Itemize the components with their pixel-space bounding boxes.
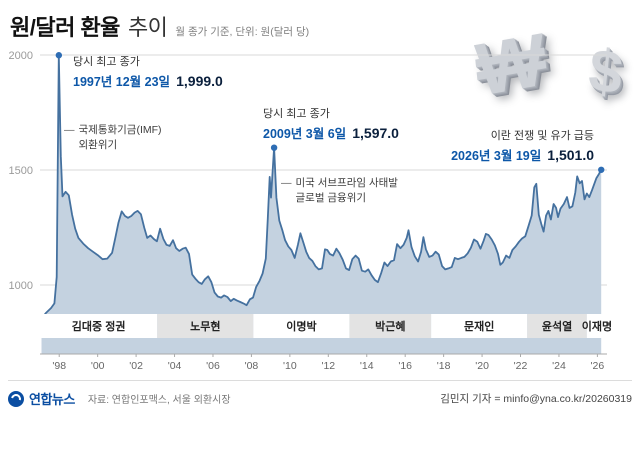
x-axis-label: '02 xyxy=(129,360,143,372)
admin-band xyxy=(527,314,587,338)
page-title-suffix: 추이 xyxy=(127,15,168,40)
x-axis-label: '10 xyxy=(283,360,297,372)
annotation-date: 1997년 12월 23일 xyxy=(73,74,171,89)
page-title: 원/달러 환율 xyxy=(10,15,120,40)
footer-left: 연합뉴스 자료: 연합인포맥스, 서울 외환시장 xyxy=(8,389,231,408)
admin-band xyxy=(586,314,607,338)
annotation-date: 2009년 3월 6일 xyxy=(263,126,347,141)
source-text: 자료: 연합인포맥스, 서울 외환시장 xyxy=(87,395,231,406)
admin-band-label: 노무현 xyxy=(190,319,220,333)
marker-dot xyxy=(598,166,605,173)
x-axis-label: '12 xyxy=(321,360,335,372)
note-line2: 외환위기 xyxy=(78,138,118,151)
annotation-2009-peak: 당시 최고 종가 2009년 3월 6일 1,597.0 xyxy=(263,107,399,143)
admin-band-label: 윤석열 xyxy=(542,319,572,333)
admin-band xyxy=(431,314,528,338)
note-line1: 미국 서브프라임 사태발 xyxy=(295,177,398,189)
x-axis-label: '24 xyxy=(552,360,566,372)
admin-band xyxy=(349,314,432,338)
x-axis-label: '06 xyxy=(206,360,220,372)
admin-band-label: 김대중 정권 xyxy=(72,319,126,333)
admin-band xyxy=(253,314,350,338)
admin-band-label: 이재명 xyxy=(582,319,612,333)
admin-band-label: 박근혜 xyxy=(375,319,405,333)
y-axis-label: 2000 xyxy=(9,50,33,62)
y-axis-label: 1000 xyxy=(9,280,33,292)
footer: 연합뉴스 자료: 연합인포맥스, 서울 외환시장 김민지 기자 = minfo@… xyxy=(8,380,632,408)
annotation-value: 1,597.0 xyxy=(352,124,399,141)
yonhap-logo-icon xyxy=(8,390,24,407)
leader-dash: — xyxy=(281,177,292,189)
x-axis-label: '98 xyxy=(52,360,66,372)
x-axis-label: '14 xyxy=(360,360,374,372)
annotation-value: 1,501.0 xyxy=(547,146,594,163)
note-line1: 국제통화기금(IMF) xyxy=(78,124,162,136)
leader-dash: — xyxy=(64,124,75,136)
annotation-2026-peak: 이란 전쟁 및 유가 급등 2026년 3월 19일 1,501.0 xyxy=(451,129,594,165)
x-axis-label: '20 xyxy=(475,360,489,372)
annotation-label: 당시 최고 종가 xyxy=(263,108,330,120)
annotation-imf-crisis: — 국제통화기금(IMF) 외환위기 xyxy=(64,123,162,152)
annotation-1997-peak: 당시 최고 종가 1997년 12월 23일 1,999.0 xyxy=(73,55,223,91)
x-axis-label: '26 xyxy=(591,360,605,372)
yonhap-logo-text: 연합뉴스 xyxy=(29,392,75,407)
x-axis-label: '22 xyxy=(514,360,528,372)
annotation-subprime-crisis: — 미국 서브프라임 사태발 글로벌 금융위기 xyxy=(281,176,398,205)
x-axis-label: '16 xyxy=(398,360,412,372)
annotation-value: 1,999.0 xyxy=(176,72,223,89)
x-axis-label: '18 xyxy=(437,360,451,372)
credit-text: 김민지 기자 = minfo@yna.co.kr/20260319 xyxy=(440,393,632,405)
chart-area-fill xyxy=(41,55,602,354)
header: 원/달러 환율 추이 월 종가 기준, 단위: 원(달러 당) xyxy=(10,10,309,42)
marker-dot xyxy=(270,144,278,151)
chart-subtitle: 월 종가 기준, 단위: 원(달러 당) xyxy=(175,26,310,38)
marker-dot xyxy=(55,52,63,59)
admin-band-label: 이명박 xyxy=(286,319,316,333)
y-axis-label: 1500 xyxy=(9,165,33,177)
chart-line xyxy=(40,54,603,320)
annotation-label: 이란 전쟁 및 유가 급등 xyxy=(490,130,594,142)
admin-band xyxy=(157,314,254,338)
annotation-date: 2026년 3월 19일 xyxy=(451,148,542,163)
note-line2: 글로벌 금융위기 xyxy=(295,191,367,204)
x-axis-label: '00 xyxy=(91,360,105,372)
annotation-label: 당시 최고 종가 xyxy=(73,56,140,68)
admin-band xyxy=(40,314,158,338)
x-axis-label: '08 xyxy=(245,360,259,372)
admin-band-label: 문재인 xyxy=(464,319,494,333)
x-axis-label: '04 xyxy=(168,360,182,372)
